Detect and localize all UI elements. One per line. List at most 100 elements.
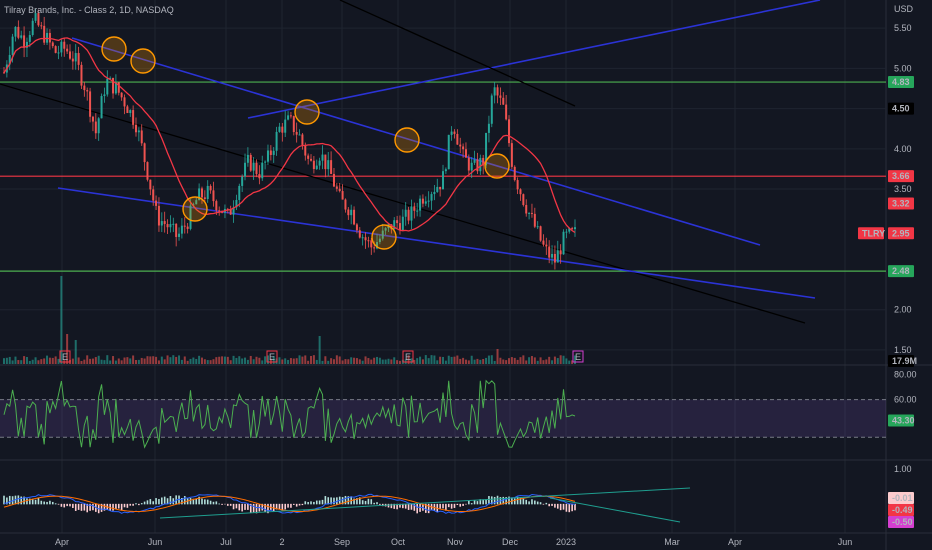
- candle-body: [347, 209, 350, 216]
- candle-body: [430, 194, 433, 201]
- candle-body: [200, 188, 203, 198]
- macd-histogram-bar: [290, 503, 292, 508]
- macd-histogram-bar: [146, 500, 149, 505]
- candle-body: [212, 190, 215, 202]
- macd-histogram-bar: [261, 503, 264, 511]
- candle-body: [545, 244, 548, 247]
- macd-histogram-bar: [278, 503, 281, 510]
- price-badge-value: 3.32: [892, 199, 910, 209]
- macd-badge-bg: [888, 492, 914, 504]
- volume-bar: [103, 360, 106, 364]
- volume-bar: [43, 358, 46, 364]
- volume-bar: [338, 356, 341, 364]
- candle-body: [278, 126, 281, 132]
- earnings-marker-label: E: [62, 352, 68, 362]
- earnings-marker-box: [59, 350, 71, 363]
- candle-body: [57, 52, 60, 54]
- earnings-marker-label: E: [269, 352, 275, 362]
- candle-body: [467, 157, 470, 171]
- macd-histogram-bar: [46, 501, 48, 505]
- volume-bar: [295, 358, 298, 364]
- candle-body: [74, 53, 77, 62]
- volume-bar: [132, 355, 135, 364]
- candle-body: [160, 221, 163, 226]
- volume-bar: [25, 356, 28, 364]
- volume-bar: [66, 334, 69, 364]
- candle-body: [404, 209, 407, 217]
- highlight-circle: [130, 48, 156, 74]
- volume-bar: [289, 358, 292, 364]
- macd-histogram-bar: [525, 499, 528, 505]
- volume-badge-bg: [888, 355, 914, 367]
- x-tick-label: Apr: [728, 537, 742, 547]
- volume-bar: [508, 358, 511, 364]
- macd-histogram-bar: [112, 503, 114, 511]
- volume-bar: [14, 356, 17, 364]
- candle-body: [548, 246, 551, 258]
- volume-bar: [114, 360, 117, 364]
- volume-bar: [57, 358, 60, 364]
- earnings-marker: E: [572, 350, 584, 363]
- candle-body: [301, 134, 304, 145]
- volume-bar: [318, 336, 321, 364]
- candle-body: [401, 216, 404, 231]
- volume-bar: [376, 356, 379, 364]
- volume-bar: [444, 360, 447, 364]
- candle-body: [54, 46, 57, 53]
- candle-body: [424, 201, 427, 204]
- candle-body: [68, 51, 71, 59]
- candle-body: [453, 131, 456, 134]
- candle-body: [272, 150, 275, 155]
- macd-histogram-bar: [8, 495, 11, 505]
- candle-body: [140, 130, 143, 144]
- macd-histogram-bar: [6, 497, 8, 505]
- candle-body: [510, 143, 513, 167]
- volume-bar: [307, 360, 310, 364]
- macd-histogram-bar: [393, 503, 396, 509]
- macd-histogram-bar: [221, 503, 223, 505]
- macd-histogram-bar: [485, 499, 487, 505]
- candle-body: [542, 240, 545, 245]
- macd-histogram-bar: [476, 501, 479, 505]
- macd-histogram-bar: [183, 496, 186, 505]
- candle-body: [218, 210, 221, 212]
- macd-histogram-bar: [556, 503, 559, 509]
- volume-bar: [487, 355, 490, 364]
- macd-histogram-bar: [129, 503, 132, 506]
- volume-bar: [476, 358, 479, 364]
- macd-histogram-bar: [447, 503, 450, 508]
- candle-body: [378, 238, 381, 243]
- macd-histogram-bar: [387, 503, 390, 508]
- volume-bar: [255, 356, 258, 364]
- macd-histogram-bar: [232, 503, 235, 510]
- macd-histogram-bar: [69, 503, 71, 507]
- volume-bar: [11, 360, 14, 364]
- candle-body: [355, 224, 358, 231]
- candle-body: [51, 42, 54, 47]
- macd-histogram-bar: [562, 503, 565, 510]
- indicator-lines: [3, 379, 691, 523]
- candle-body: [149, 179, 152, 190]
- macd-histogram-bar: [135, 503, 137, 505]
- macd-histogram-bar: [166, 498, 169, 505]
- price-badge-bg: [888, 227, 914, 240]
- volume-bar: [266, 355, 269, 364]
- volume-bar: [442, 356, 445, 364]
- candle-body: [295, 131, 298, 135]
- macd-histogram-bar: [215, 501, 218, 505]
- candle-body: [490, 95, 493, 124]
- macd-histogram-bar: [284, 503, 286, 510]
- candle-body: [63, 41, 66, 49]
- volume-bar: [157, 360, 160, 364]
- macd-histogram-bar: [86, 503, 89, 513]
- macd-histogram-bar: [158, 499, 160, 505]
- macd-histogram-bar: [195, 498, 198, 505]
- candle-body: [3, 72, 5, 74]
- volume-bar: [48, 357, 51, 364]
- macd-histogram-bar: [404, 503, 407, 509]
- candle-body: [421, 198, 424, 204]
- volume-bar: [183, 356, 186, 364]
